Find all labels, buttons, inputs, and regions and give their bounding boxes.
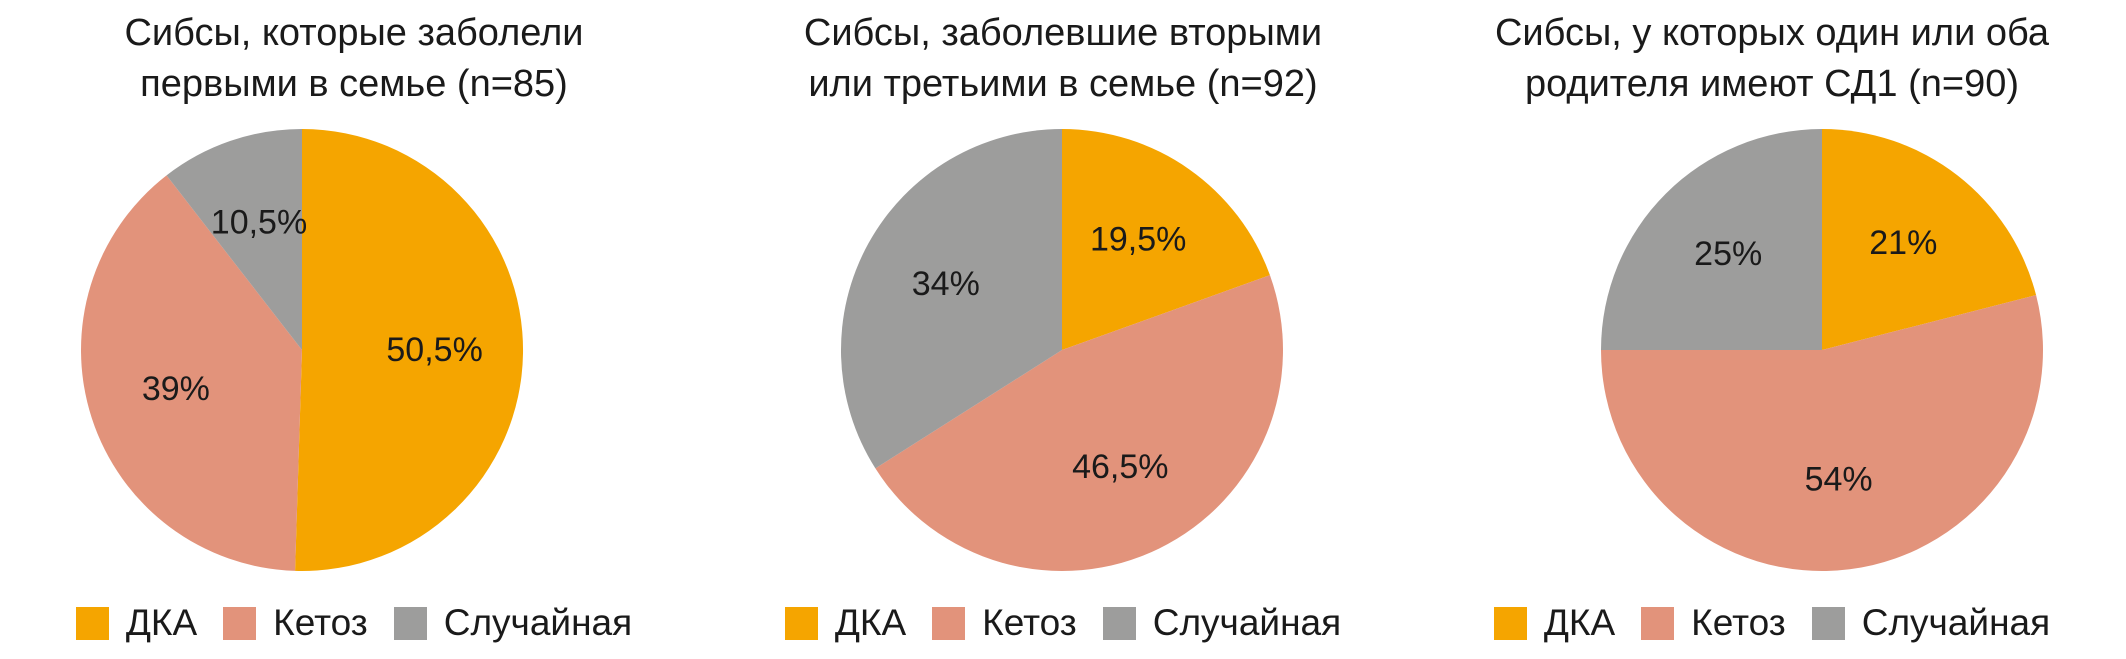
slice-label-ketosis: 54% [1805, 461, 1873, 499]
slice-label-dka: 21% [1869, 224, 1937, 262]
pie-slice-ketosis [1601, 295, 2043, 571]
legend-item-ketosis: Кетоз [223, 603, 368, 643]
pie-slice-random [166, 129, 302, 350]
slice-label-dka: 50,5% [386, 331, 482, 369]
legend-label-ketosis: Кетоз [273, 602, 368, 643]
chart-title-line-2: родителя имеют СД1 (n=90) [1524, 63, 2020, 105]
legend-item-dka: ДКА [1493, 602, 1616, 643]
chart-panel-2: Сибсы, заболевшие вторыми или третьими в… [709, 0, 1417, 659]
legend-item-random: Случайная [1102, 602, 1342, 643]
legend-swatch-ketosis [1641, 606, 1675, 640]
chart-title: Сибсы, у которых один или оба родителя и… [1418, 8, 2126, 110]
legend-swatch-dka [784, 606, 818, 640]
pie-chart: 19,5% 46,5% 34% [840, 129, 1283, 571]
legend-item-random: Случайная [1811, 602, 2051, 643]
slice-label-ketosis: 46,5% [1072, 448, 1168, 486]
slice-label-random: 25% [1694, 235, 1762, 273]
chart-title: Сибсы, которые заболели первыми в семье … [0, 8, 708, 110]
pie-slice-dka [1822, 129, 2037, 350]
legend-item-ketosis: Кетоз [932, 603, 1077, 643]
pie-slice-dka [1062, 129, 1270, 350]
chart-title-line-2: первыми в семье (n=85) [140, 63, 568, 105]
pie-slice-random [840, 129, 1062, 469]
legend-item-dka: ДКА [75, 602, 198, 643]
legend-swatch-ketosis [932, 606, 966, 640]
slice-label-ketosis: 39% [142, 370, 210, 408]
slice-label-random: 10,5% [211, 203, 307, 241]
legend-label-random: Случайная [1861, 602, 2051, 643]
legend-item-dka: ДКА [784, 602, 907, 643]
chart-panel-3: Сибсы, у которых один или оба родителя и… [1418, 0, 2126, 659]
pie-slice-dka [295, 129, 524, 571]
chart-title-line-1: Сибсы, которые заболели [124, 12, 584, 54]
legend-item-random: Случайная [393, 602, 633, 643]
legend: ДКА Кетоз Случайная [1418, 603, 2126, 643]
slice-label-random: 34% [912, 265, 980, 303]
chart-title-line-1: Сибсы, заболевшие вторыми [803, 12, 1323, 54]
legend-label-ketosis: Кетоз [982, 602, 1077, 643]
legend-label-random: Случайная [443, 602, 633, 643]
pie-slice-ketosis [81, 175, 303, 571]
legend: ДКА Кетоз Случайная [709, 603, 1417, 643]
pie-chart: 21% 54% 25% [1601, 129, 2043, 571]
legend-swatch-ketosis [223, 606, 257, 640]
pie-chart: 50,5% 39% 10,5% [81, 129, 524, 571]
legend-label-random: Случайная [1152, 602, 1342, 643]
legend-label-ketosis: Кетоз [1691, 602, 1786, 643]
chart-title: Сибсы, заболевшие вторыми или третьими в… [709, 8, 1417, 110]
legend-label-dka: ДКА [834, 602, 907, 643]
chart-title-line-1: Сибсы, у которых один или оба [1494, 12, 2050, 54]
legend-item-ketosis: Кетоз [1641, 603, 1786, 643]
legend-label-dka: ДКА [125, 602, 198, 643]
legend-swatch-dka [1493, 606, 1527, 640]
legend: ДКА Кетоз Случайная [0, 603, 708, 643]
chart-panel-1: Сибсы, которые заболели первыми в семье … [0, 0, 708, 659]
legend-swatch-random [1102, 606, 1136, 640]
pie-slice-random [1601, 129, 1822, 350]
legend-swatch-random [1811, 606, 1845, 640]
pie-slice-ketosis [875, 275, 1283, 571]
slice-label-dka: 19,5% [1090, 220, 1186, 258]
legend-label-dka: ДКА [1543, 602, 1616, 643]
legend-swatch-dka [75, 606, 109, 640]
chart-title-line-2: или третьими в семье (n=92) [808, 63, 1318, 105]
legend-swatch-random [393, 606, 427, 640]
